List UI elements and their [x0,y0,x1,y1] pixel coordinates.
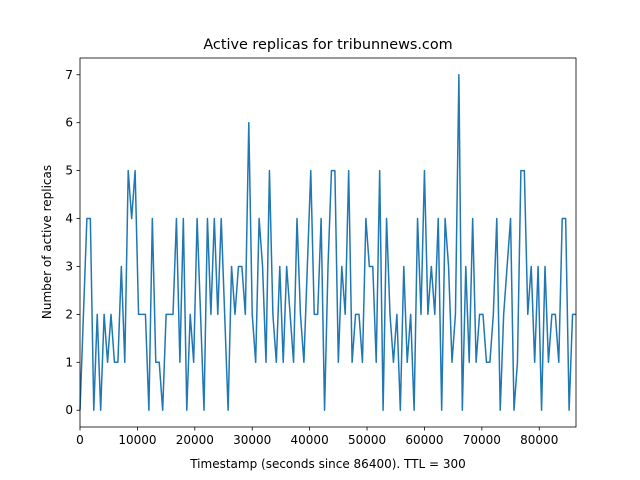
x-tick-label: 20000 [176,433,214,447]
y-tick-label: 1 [65,355,73,369]
x-tick-label: 80000 [520,433,558,447]
y-axis-label: Number of active replicas [40,165,54,319]
y-tick-label: 5 [65,164,73,178]
x-tick-label: 0 [76,433,84,447]
y-tick-label: 7 [65,68,73,82]
x-tick-label: 40000 [291,433,329,447]
y-tick-label: 4 [65,212,73,226]
axes-frame [79,57,577,428]
y-tick-label: 0 [65,403,73,417]
data-line [79,74,576,411]
y-tick-label: 3 [65,259,73,273]
x-tick-label: 50000 [348,433,386,447]
y-tick-label: 6 [65,116,73,130]
x-tick-label: 10000 [118,433,156,447]
x-tick-label: 70000 [463,433,501,447]
y-tick-label: 2 [65,307,73,321]
plot-area [79,74,576,411]
chart-title: Active replicas for tribunnews.com [203,37,452,53]
x-tick-label: 30000 [233,433,271,447]
x-axis-label: Timestamp (seconds since 86400). TTL = 3… [189,457,466,471]
x-tick-label: 60000 [405,433,443,447]
